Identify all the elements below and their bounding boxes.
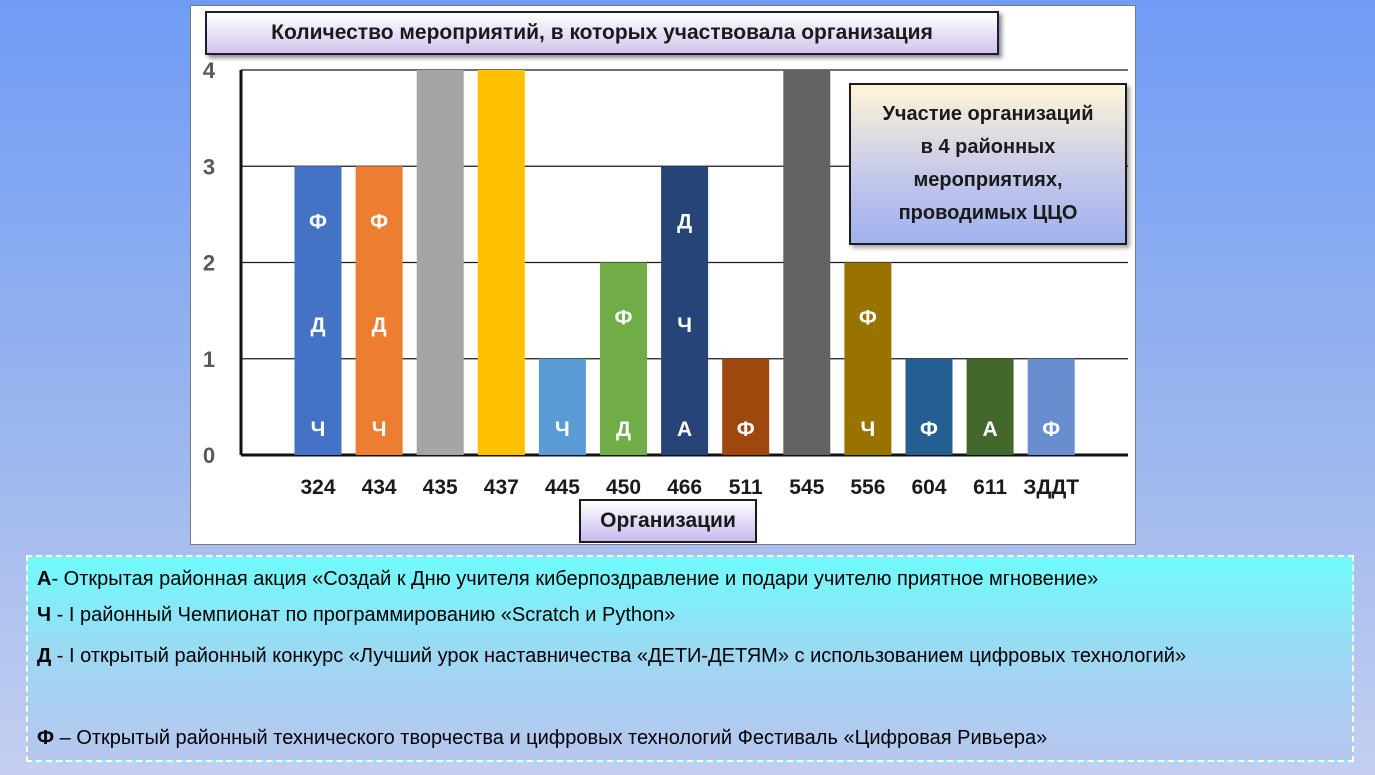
legend-item: Ф – Открытый районный технического творч…: [37, 724, 1337, 753]
bar-data-label: Ф: [859, 307, 877, 330]
x-tick-label: 611: [973, 476, 1007, 499]
legend-item: А- Открытая районная акция «Создай к Дню…: [37, 565, 1337, 594]
bar: [722, 358, 770, 455]
bar: [844, 262, 892, 455]
bar: [600, 262, 647, 455]
bar-data-label: Ч: [677, 314, 692, 337]
bar-data-label: Ф: [615, 307, 633, 330]
bar: [477, 70, 525, 455]
y-tick-label: 4: [203, 58, 216, 83]
bar-data-label: Ч: [555, 418, 570, 441]
legend-text: – Открытый районный технического творчес…: [54, 727, 1048, 749]
x-tick-label: 511: [729, 476, 763, 499]
annotation-line: Участие организаций: [882, 103, 1094, 125]
legend-item: Д - I открытый районный конкурс «Лучший …: [37, 642, 1257, 671]
annotation-line: проводимых ЦЦО: [898, 202, 1078, 224]
y-tick-label: 3: [203, 154, 215, 179]
x-tick-label: 445: [545, 476, 580, 499]
x-axis-label: Организации: [579, 499, 757, 543]
y-tick-label: 1: [203, 347, 215, 372]
bar-data-label: Ч: [372, 418, 387, 441]
bar-data-label: Ф: [1042, 418, 1060, 441]
legend-text: - Открытая районная акция «Создай к Дню …: [51, 568, 1099, 590]
annotation-line: в 4 районных: [920, 136, 1056, 158]
bar: [294, 166, 342, 455]
bar-data-label: Д: [616, 418, 631, 441]
bar-chart: 0 1 2 3 4 324 Ч Д Ф 434 Ч Д Ф 435 437 445 Ч 450 Д Ф 466 А Ч Д 51…: [203, 58, 1128, 499]
x-tick-label: ЗДДТ: [1023, 476, 1079, 499]
x-tick-label: 434: [362, 476, 397, 499]
x-tick-label: 450: [606, 476, 641, 499]
bar: [538, 358, 586, 455]
bar-data-label: Ф: [737, 418, 755, 441]
bar: [355, 166, 403, 455]
bar: [661, 166, 709, 455]
x-tick-label: 545: [789, 476, 824, 499]
chart-annotation: Участие организаций в 4 районных меропри…: [849, 83, 1127, 245]
x-tick-label: 556: [850, 476, 885, 499]
bar: [1027, 358, 1075, 455]
bar-data-label: Ф: [370, 210, 388, 233]
legend: А- Открытая районная акция «Создай к Дню…: [26, 555, 1354, 762]
x-tick-label: 466: [667, 476, 702, 499]
bar-data-label: А: [983, 418, 998, 441]
bar-data-label: Ф: [920, 418, 938, 441]
y-tick-label: 2: [203, 251, 215, 276]
bar: [905, 358, 953, 455]
bar-data-label: А: [677, 418, 692, 441]
bar-data-label: Ч: [311, 418, 326, 441]
legend-key: Ч: [37, 604, 52, 626]
bar-data-label: Д: [311, 314, 326, 337]
bar: [966, 358, 1014, 455]
legend-key: Д: [37, 645, 52, 667]
y-tick-label: 0: [203, 443, 215, 468]
legend-text: - I районный Чемпионат по программирован…: [51, 604, 676, 626]
bar: [783, 70, 831, 455]
bar-data-label: Д: [372, 314, 387, 337]
bar-data-label: Ф: [309, 210, 327, 233]
x-tick-label: 437: [484, 476, 519, 499]
bar: [416, 70, 464, 455]
legend-key: А: [37, 568, 52, 590]
x-tick-label: 435: [423, 476, 458, 499]
legend-key: Ф: [37, 727, 55, 749]
x-tick-label: 324: [300, 476, 335, 499]
chart-panel: 0 1 2 3 4 324 Ч Д Ф 434 Ч Д Ф 435 437 445 Ч 450 Д Ф 466 А Ч Д 51…: [190, 5, 1136, 545]
chart-title: Количество мероприятий, в которых участв…: [205, 11, 999, 55]
annotation-line: мероприятиях,: [913, 169, 1063, 191]
x-tick-label: 604: [911, 476, 946, 499]
bar-data-label: Ч: [861, 418, 876, 441]
legend-item: Ч - I районный Чемпионат по программиров…: [37, 601, 1337, 630]
legend-text: - I открытый районный конкурс «Лучший ур…: [51, 645, 1187, 667]
bar-data-label: Д: [677, 210, 692, 233]
